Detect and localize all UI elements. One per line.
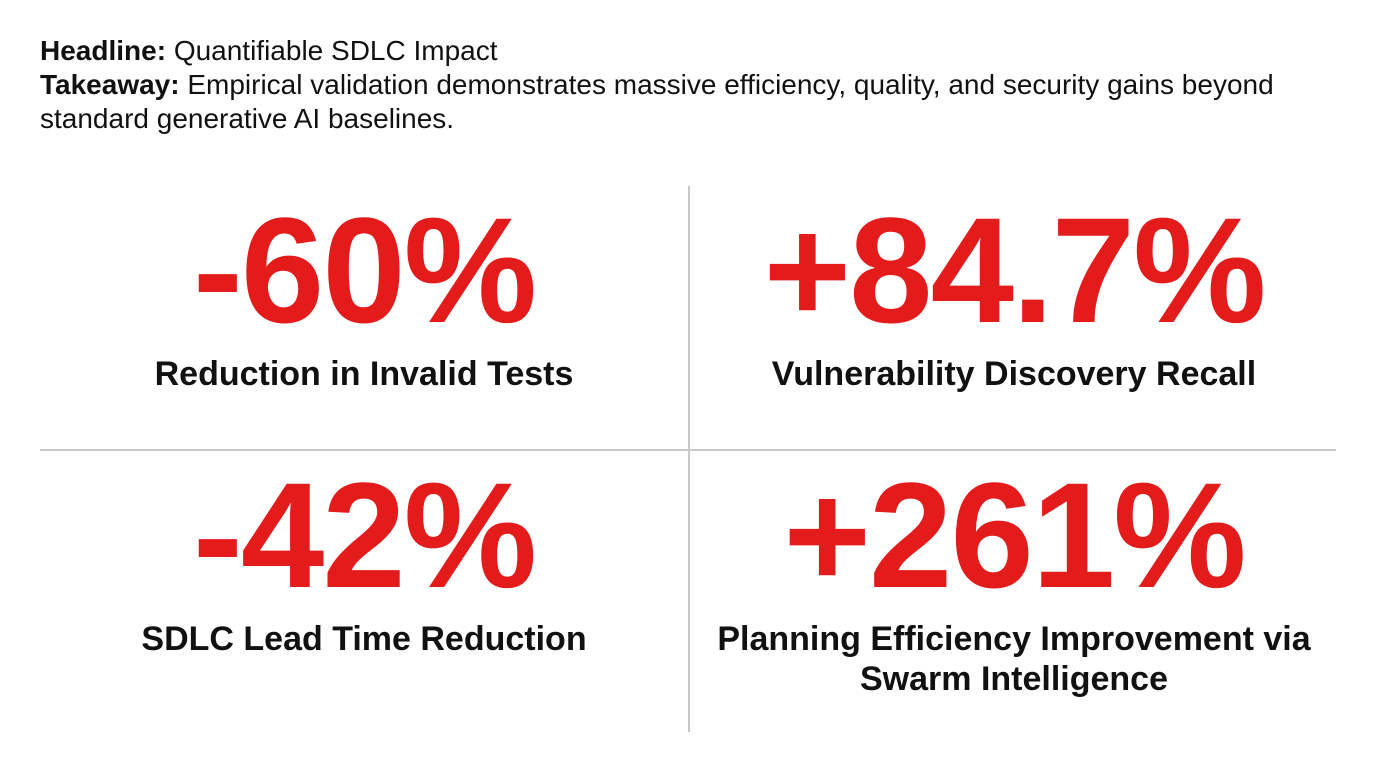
metric-planning-efficiency: +261% Planning Efficiency Improvement vi… [690, 455, 1338, 699]
headline-text: Quantifiable SDLC Impact [173, 35, 498, 66]
headline-label: Headline: [40, 35, 167, 66]
metric-vulnerability-recall: +84.7% Vulnerability Discovery Recall [690, 190, 1338, 394]
metric-value: +261% [783, 451, 1246, 619]
horizontal-divider [40, 449, 1336, 451]
takeaway-text: Empirical validation demonstrates massiv… [40, 69, 1274, 134]
slide-header: Headline: Quantifiable SDLC Impact Takea… [40, 34, 1340, 136]
metric-caption: SDLC Lead Time Reduction [141, 620, 587, 658]
metric-value: -60% [192, 186, 537, 354]
metric-value: -42% [192, 451, 537, 619]
headline-line: Headline: Quantifiable SDLC Impact [40, 34, 1340, 68]
metric-invalid-tests: -60% Reduction in Invalid Tests [40, 190, 688, 394]
vertical-divider [688, 186, 690, 732]
metric-caption: Vulnerability Discovery Recall [771, 355, 1257, 393]
metric-value: +84.7% [763, 186, 1267, 354]
takeaway-line: Takeaway: Empirical validation demonstra… [40, 68, 1340, 136]
metric-lead-time: -42% SDLC Lead Time Reduction [40, 455, 688, 659]
metric-caption: Planning Efficiency Improvement via Swar… [717, 620, 1311, 698]
takeaway-label: Takeaway: [40, 69, 180, 100]
metric-caption: Reduction in Invalid Tests [154, 355, 574, 393]
